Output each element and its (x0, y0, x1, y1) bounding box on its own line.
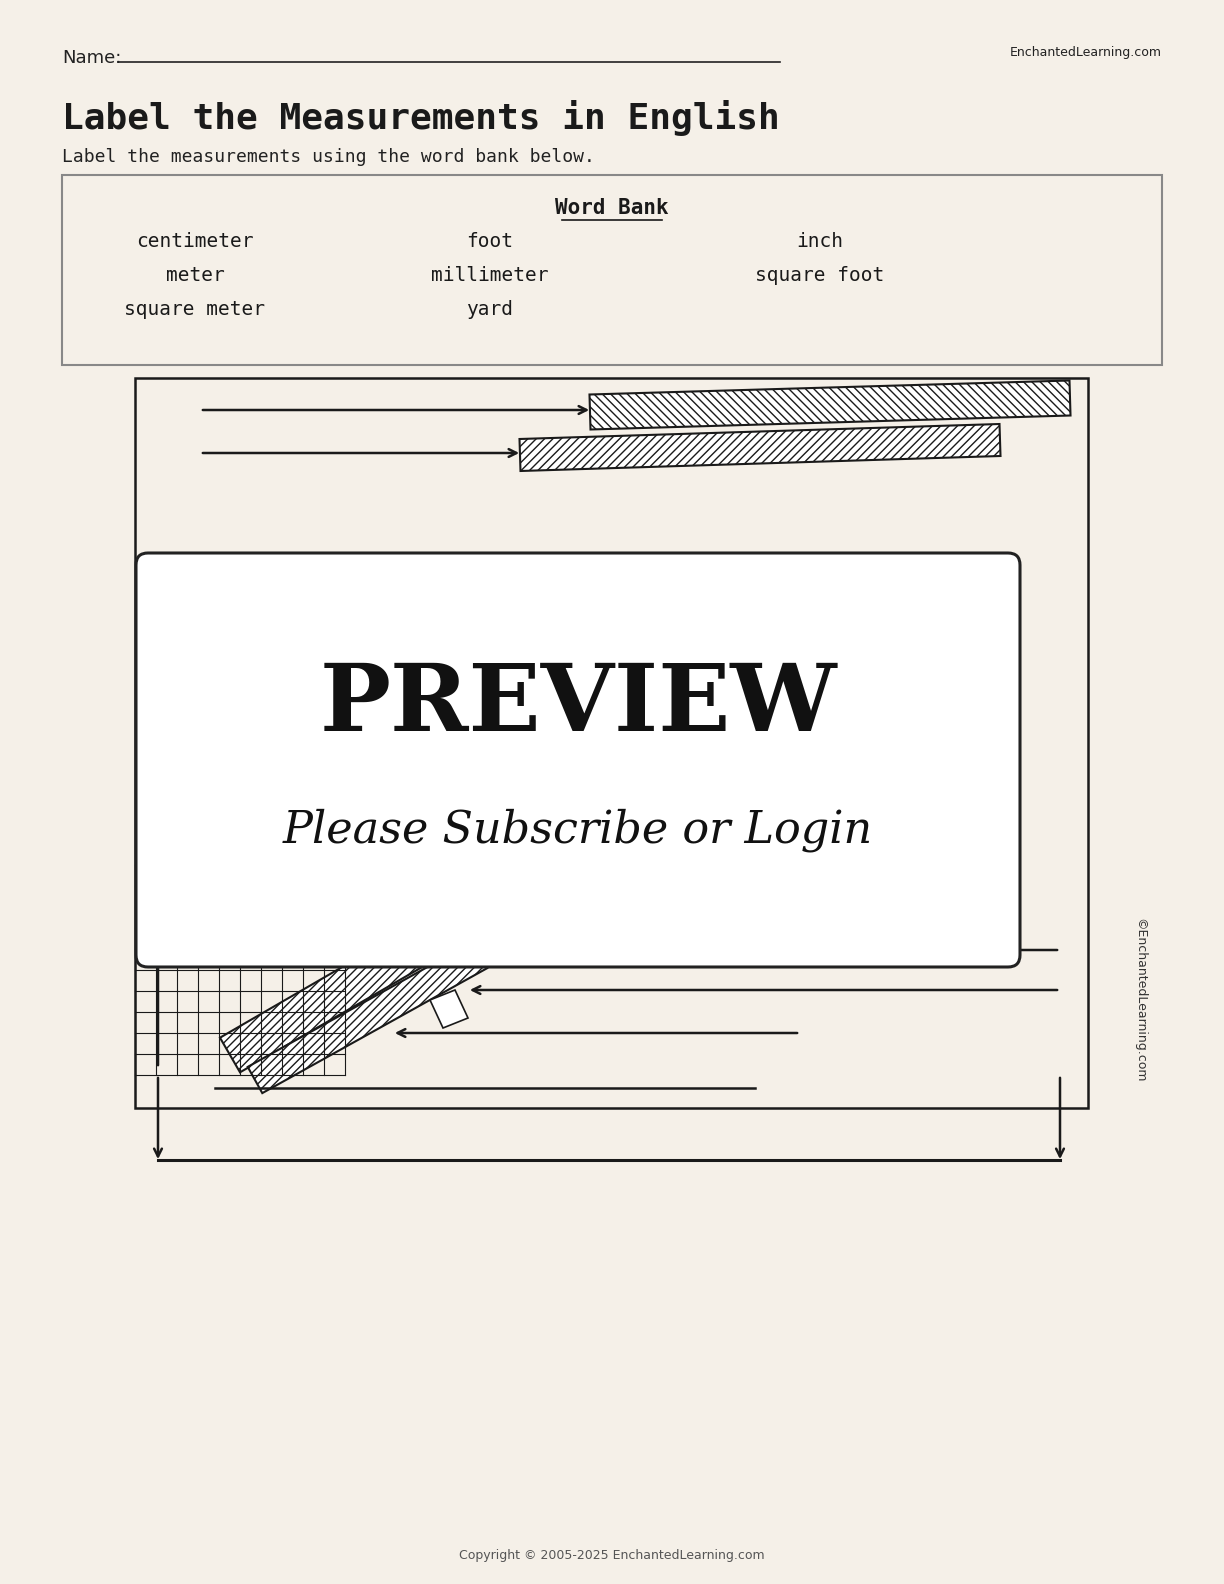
Text: square meter: square meter (125, 299, 266, 318)
Polygon shape (247, 942, 487, 1093)
Text: Name:: Name: (62, 49, 121, 67)
Bar (135, 379, 1088, 1107)
Text: Word Bank: Word Bank (556, 198, 668, 219)
Text: Label the measurements using the word bank below.: Label the measurements using the word ba… (62, 147, 595, 166)
Text: yard: yard (466, 299, 514, 318)
FancyBboxPatch shape (136, 553, 1020, 966)
Polygon shape (220, 852, 561, 1072)
Text: meter: meter (165, 266, 224, 285)
Text: inch: inch (797, 231, 843, 250)
Text: Label the Measurements in English: Label the Measurements in English (62, 100, 780, 136)
Polygon shape (590, 380, 1071, 429)
Bar (62, 174, 1162, 364)
Text: Copyright © 2005-2025 EnchantedLearning.com: Copyright © 2005-2025 EnchantedLearning.… (459, 1549, 765, 1562)
Text: centimeter: centimeter (136, 231, 253, 250)
Text: foot: foot (466, 231, 514, 250)
Polygon shape (430, 990, 468, 1028)
Text: Please Subscribe or Login: Please Subscribe or Login (283, 808, 873, 852)
Text: EnchantedLearning.com: EnchantedLearning.com (1010, 46, 1162, 59)
Text: millimeter: millimeter (431, 266, 548, 285)
Text: square foot: square foot (755, 266, 885, 285)
Text: PREVIEW: PREVIEW (319, 661, 837, 749)
Polygon shape (519, 425, 1000, 470)
Text: ©EnchantedLearning.com: ©EnchantedLearning.com (1133, 917, 1147, 1082)
